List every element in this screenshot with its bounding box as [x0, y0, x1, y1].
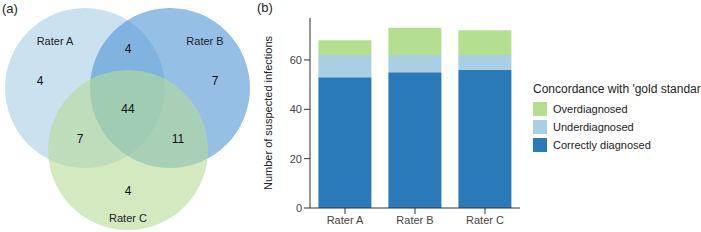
svg-text:Rater C: Rater C — [109, 212, 147, 224]
svg-text:40: 40 — [290, 103, 302, 115]
svg-text:60: 60 — [290, 54, 302, 66]
svg-text:20: 20 — [290, 153, 302, 165]
html-text:Overdiagnosed: Overdiagnosed — [553, 103, 628, 115]
svg-text:44: 44 — [121, 102, 135, 116]
html-text:Correctly diagnosed: Correctly diagnosed — [553, 139, 651, 151]
svg-text:Rater A: Rater A — [327, 214, 364, 226]
svg-text:Rater C: Rater C — [466, 214, 504, 226]
html-text:(b): (b) — [257, 0, 273, 15]
svg-text:0: 0 — [296, 202, 302, 214]
svg-text:Number of suspected infections: Number of suspected infections — [262, 35, 274, 190]
svg-text:4: 4 — [125, 42, 132, 56]
html-text:Underdiagnosed: Underdiagnosed — [553, 121, 634, 133]
svg-text:(a): (a) — [8, 1, 18, 16]
svg-text:7: 7 — [77, 132, 84, 146]
svg-text:4: 4 — [37, 74, 44, 88]
svg-text:7: 7 — [212, 74, 219, 88]
svg-text:Rater A: Rater A — [37, 35, 74, 47]
svg-text:4: 4 — [125, 184, 132, 198]
svg-text:Rater B: Rater B — [396, 214, 433, 226]
svg-text:11: 11 — [172, 132, 185, 146]
svg-text:Rater B: Rater B — [186, 35, 223, 47]
